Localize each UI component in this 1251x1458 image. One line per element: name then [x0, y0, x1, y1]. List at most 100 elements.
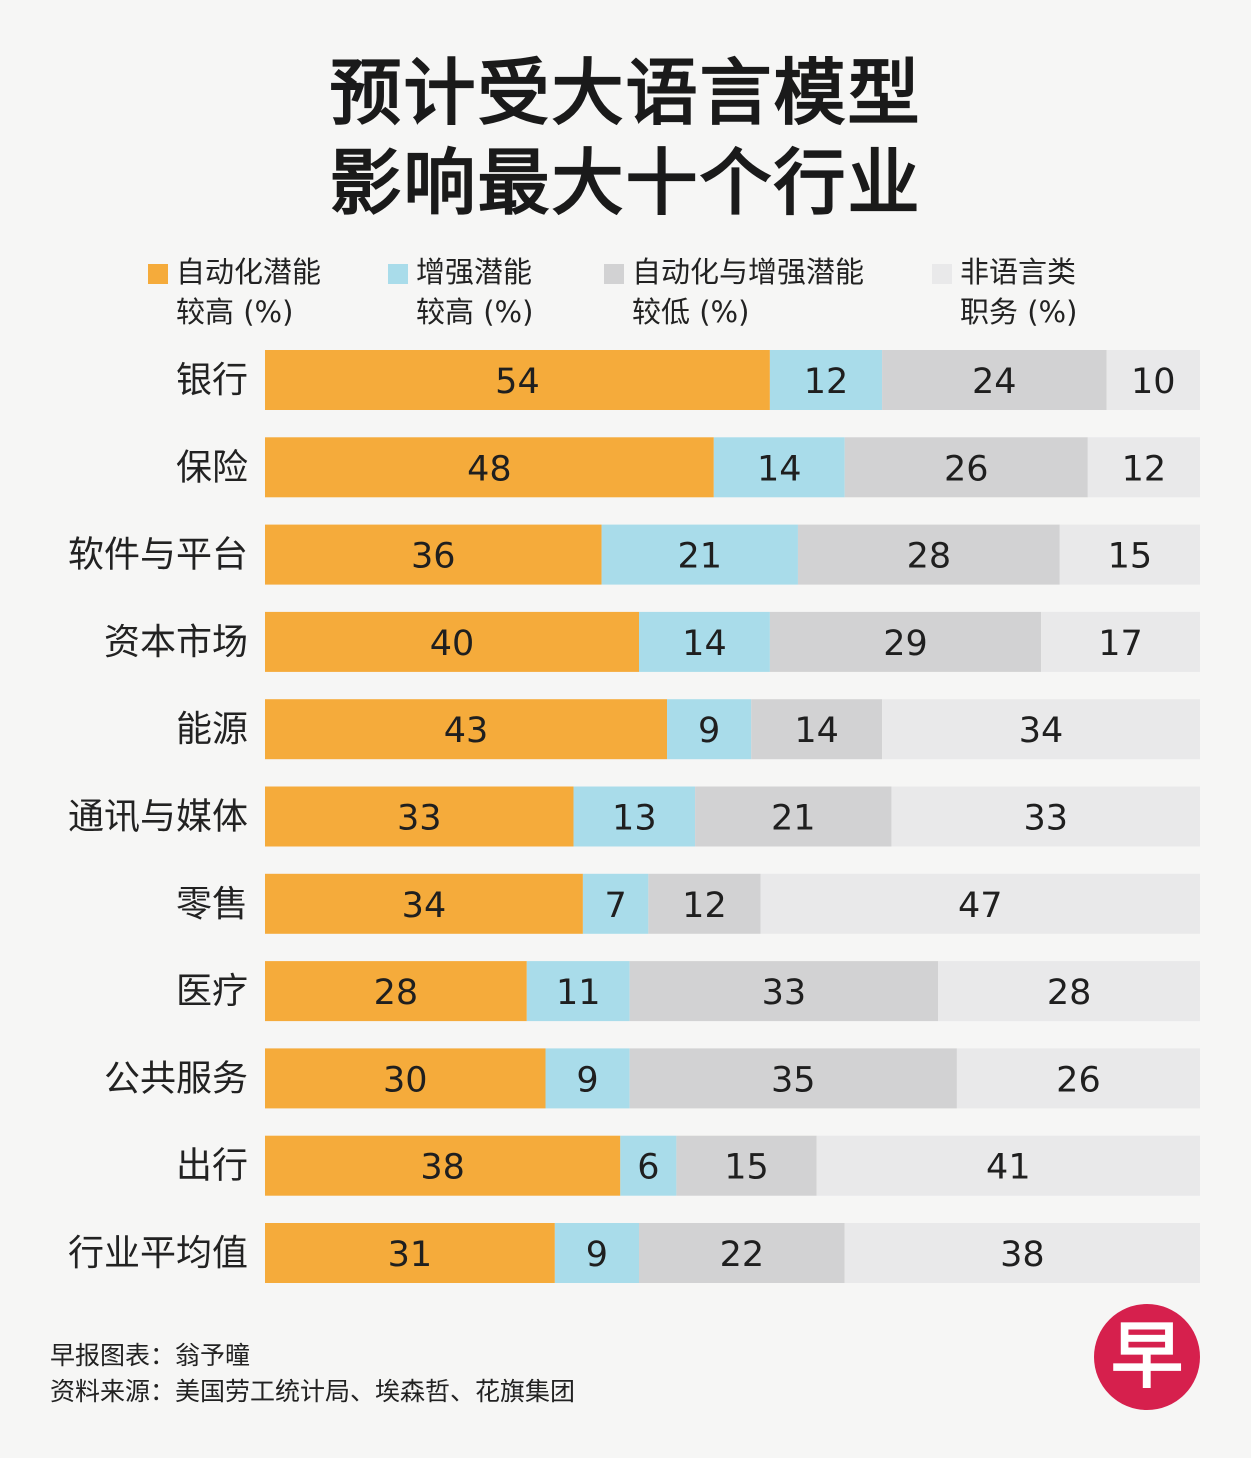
data-label-augmentation: 9 — [698, 711, 720, 751]
bar-segment-low-potential — [844, 437, 1088, 498]
category-label: 通讯与媒体 — [68, 797, 248, 838]
data-label-low-potential: 15 — [724, 1148, 769, 1188]
category-label: 保险 — [176, 447, 248, 488]
legend-swatch-augmentation — [388, 264, 408, 284]
title-line-1: 预计受大语言模型 — [329, 51, 922, 135]
bar-segment-non-language — [1106, 350, 1200, 410]
data-label-automation: 48 — [467, 449, 512, 489]
legend-label-augmentation: 增强潜能 较高 (%) — [416, 255, 534, 329]
stacked-bar-chart: 银行 54 12 24 10 保险 48 14 26 12 软件与平台 36 21 28 15 资本市场 40 1… — [68, 350, 1200, 1283]
legend-swatch-automation — [148, 264, 168, 284]
footer-credit: 早报图表：翁予曈 — [50, 1341, 251, 1370]
legend-label-low-potential: 自动化与增强潜能 较低 (%) — [632, 255, 865, 329]
bar-segment-non-language — [938, 961, 1200, 1022]
bar-segment-augmentation — [526, 961, 630, 1022]
category-label: 能源 — [176, 709, 248, 750]
data-label-augmentation: 12 — [804, 362, 849, 402]
bar-segment-non-language — [891, 786, 1200, 847]
data-label-automation: 36 — [411, 537, 456, 577]
data-label-automation: 40 — [430, 624, 475, 664]
data-label-automation: 34 — [402, 886, 447, 926]
bar-segment-augmentation — [573, 786, 696, 847]
bar-segment-augmentation — [545, 1048, 630, 1109]
category-label: 资本市场 — [104, 622, 248, 663]
bar-segment-augmentation — [620, 1135, 677, 1196]
legend-label-automation: 自动化潜能 较高 (%) — [176, 255, 322, 329]
bar-segment-augmentation — [582, 873, 649, 934]
data-label-non-language: 26 — [1056, 1060, 1101, 1100]
data-label-non-language: 17 — [1098, 624, 1143, 664]
bar-segment-low-potential — [751, 699, 883, 760]
chart-title: 预计受大语言模型 影响最大十个行业 — [0, 48, 1251, 228]
bar-segment-augmentation — [713, 437, 845, 498]
title-line-2: 影响最大十个行业 — [329, 141, 922, 225]
data-label-non-language: 10 — [1131, 362, 1176, 402]
bar-segment-non-language — [882, 699, 1200, 760]
bar-segment-non-language — [1041, 611, 1200, 672]
legend-swatch-low-potential — [604, 264, 624, 284]
data-label-automation: 33 — [397, 799, 442, 839]
footer-source: 资料来源：美国劳工统计局、埃森哲、花旗集团 — [50, 1377, 576, 1406]
data-label-augmentation: 13 — [612, 799, 657, 839]
category-label: 银行 — [176, 360, 248, 401]
bar-segment-non-language — [816, 1135, 1200, 1196]
bar-segment-automation — [265, 786, 574, 847]
bar-segment-automation — [265, 699, 668, 760]
data-label-augmentation: 7 — [604, 886, 626, 926]
zaobao-logo: 早 — [1094, 1304, 1200, 1410]
data-label-low-potential: 24 — [972, 362, 1017, 402]
data-label-non-language: 34 — [1019, 711, 1064, 751]
bar-segment-automation — [265, 873, 583, 934]
bar-segment-low-potential — [695, 786, 892, 847]
bar-segment-automation — [265, 961, 527, 1022]
data-label-automation: 30 — [383, 1060, 428, 1100]
logo-glyph: 早 — [1110, 1314, 1183, 1398]
bar-segment-augmentation — [601, 524, 798, 585]
data-label-automation: 43 — [444, 711, 489, 751]
bar-segment-low-potential — [769, 611, 1042, 672]
data-label-non-language: 33 — [1023, 799, 1068, 839]
data-label-augmentation: 6 — [637, 1148, 659, 1188]
data-label-low-potential: 28 — [907, 537, 952, 577]
category-label: 软件与平台 — [68, 535, 248, 576]
data-label-non-language: 41 — [986, 1148, 1031, 1188]
bar-segment-automation — [265, 350, 770, 410]
category-label: 公共服务 — [104, 1058, 248, 1099]
data-label-augmentation: 11 — [556, 973, 601, 1013]
data-label-automation: 28 — [374, 973, 419, 1013]
bar-segment-low-potential — [797, 524, 1060, 585]
bar-segment-automation — [265, 437, 714, 498]
data-label-augmentation: 14 — [682, 624, 727, 664]
data-label-non-language: 15 — [1108, 537, 1153, 577]
bar-segment-automation — [265, 1048, 546, 1109]
data-label-non-language: 12 — [1122, 449, 1167, 489]
data-label-non-language: 38 — [1000, 1235, 1045, 1275]
bar-segment-low-potential — [629, 1048, 957, 1109]
bar-segment-non-language — [1059, 524, 1200, 585]
category-label: 医疗 — [176, 971, 248, 1012]
data-label-augmentation: 9 — [586, 1235, 608, 1275]
bar-segment-low-potential — [639, 1223, 845, 1283]
legend: 自动化潜能 较高 (%) 增强潜能 较高 (%) 自动化与增强潜能 较低 (%) 非语… — [0, 252, 1251, 342]
category-label: 行业平均值 — [68, 1233, 248, 1274]
bar-segment-low-potential — [676, 1135, 817, 1196]
data-label-augmentation: 21 — [678, 537, 723, 577]
bar-segment-augmentation — [667, 699, 752, 760]
bar-segment-low-potential — [882, 350, 1107, 410]
data-label-low-potential: 35 — [771, 1060, 816, 1100]
bar-segment-automation — [265, 524, 602, 585]
data-label-low-potential: 21 — [771, 799, 816, 839]
data-label-low-potential: 14 — [794, 711, 839, 751]
data-label-non-language: 47 — [958, 886, 1003, 926]
data-label-low-potential: 29 — [883, 624, 928, 664]
data-label-automation: 54 — [495, 362, 540, 402]
data-label-augmentation: 9 — [576, 1060, 598, 1100]
bar-segment-non-language — [956, 1048, 1200, 1109]
data-label-non-language: 28 — [1047, 973, 1092, 1013]
category-label: 零售 — [176, 884, 248, 925]
data-label-low-potential: 12 — [682, 886, 727, 926]
bar-segment-automation — [265, 1223, 555, 1283]
bar-segment-non-language — [760, 873, 1200, 934]
data-label-augmentation: 14 — [757, 449, 802, 489]
legend-label-non-language: 非语言类 职务 (%) — [960, 255, 1078, 329]
